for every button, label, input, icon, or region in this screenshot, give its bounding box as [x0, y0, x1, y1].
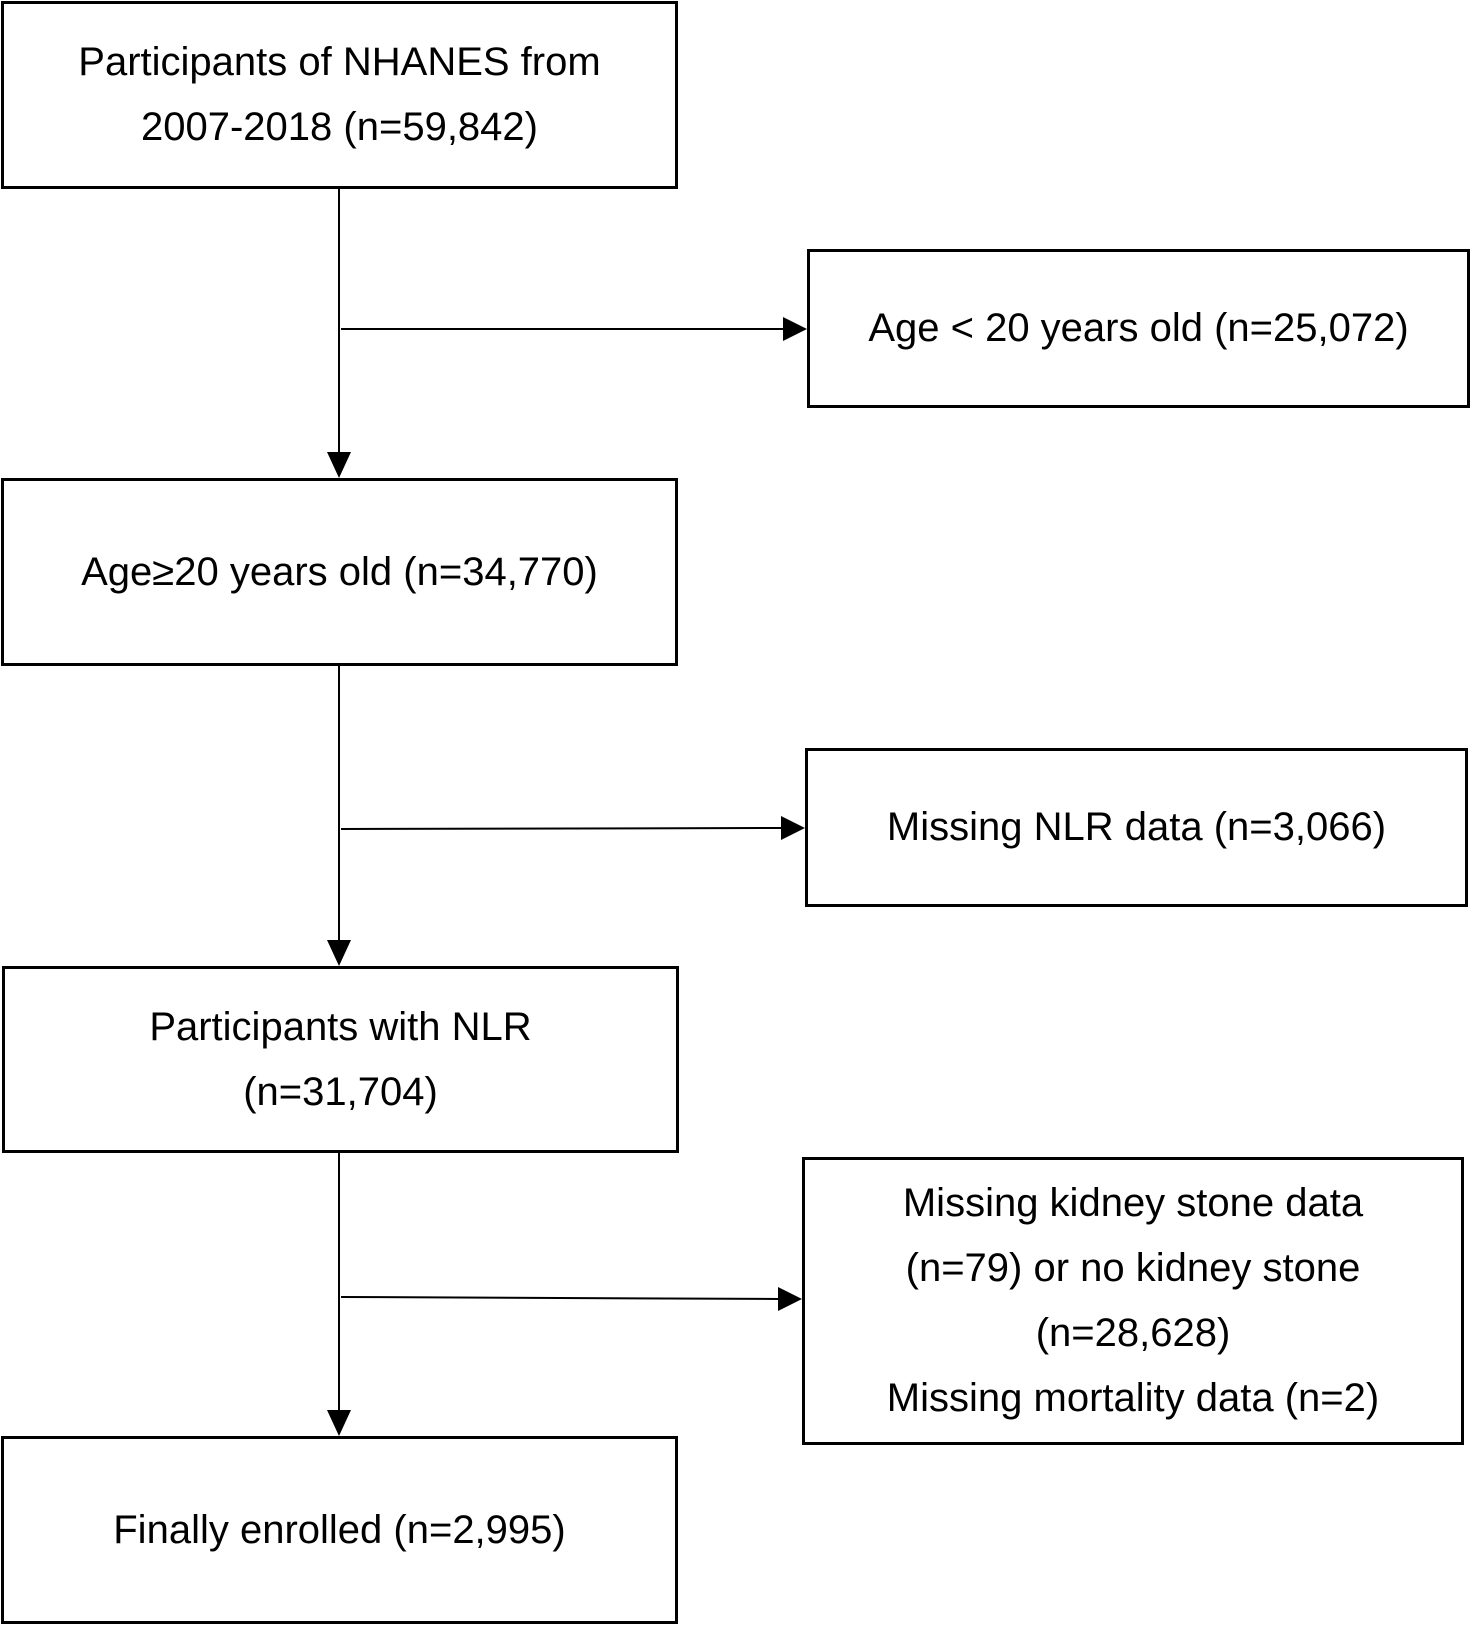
arrowhead-down-2 [327, 940, 351, 966]
box-line: (n=28,628) [1035, 1311, 1231, 1355]
main-box-age-20-plus: Age≥20 years old (n=34,770) [1, 478, 678, 666]
arrowhead-right-1 [783, 317, 807, 341]
main-box-finally-enrolled: Finally enrolled (n=2,995) [1, 1436, 678, 1624]
arrowhead-right-2 [781, 816, 805, 840]
arrow-to-exclusion-2 [340, 827, 784, 830]
arrow-to-exclusion-3 [340, 1296, 781, 1300]
arrowhead-down-3 [327, 1410, 351, 1436]
box-line: (n=79) or no kidney stone [905, 1246, 1361, 1290]
box-line: Missing NLR data (n=3,066) [886, 805, 1387, 849]
exclusion-box-missing-nlr: Missing NLR data (n=3,066) [805, 748, 1468, 907]
box-line: Participants of NHANES from [78, 40, 601, 84]
exclusion-box-missing-kidney-stone-mortality: Missing kidney stone data (n=79) or no k… [802, 1157, 1464, 1445]
box-line: Missing mortality data (n=2) [886, 1376, 1380, 1420]
main-box-participants-with-nlr: Participants with NLR (n=31,704) [2, 966, 679, 1153]
arrowhead-right-3 [778, 1287, 802, 1311]
box-line: Missing kidney stone data [902, 1181, 1364, 1225]
box-line: 2007-2018 (n=59,842) [141, 105, 538, 149]
box-line: (n=31,704) [243, 1069, 438, 1114]
box-line: Age≥20 years old (n=34,770) [81, 549, 598, 594]
exclusion-box-age-under-20: Age < 20 years old (n=25,072) [807, 249, 1470, 408]
main-box-total-participants: Participants of NHANES from 2007-2018 (n… [1, 1, 678, 189]
box-line: Participants with NLR [149, 1004, 532, 1049]
box-line: Finally enrolled (n=2,995) [113, 1507, 566, 1552]
box-line: Age < 20 years old (n=25,072) [868, 306, 1409, 350]
arrowhead-down-1 [327, 452, 351, 478]
